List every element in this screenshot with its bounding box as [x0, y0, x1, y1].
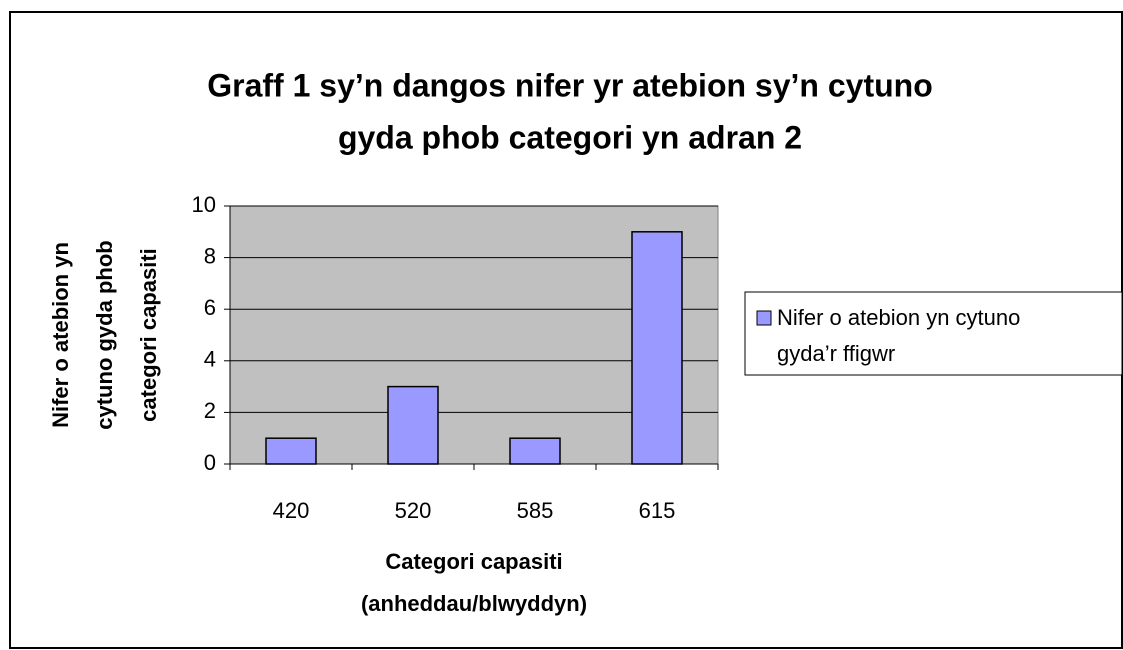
x-tick-label: 585	[517, 498, 554, 523]
legend-box	[744, 291, 1123, 376]
y-tick-label: 6	[204, 295, 216, 320]
x-tick-label: 615	[639, 498, 676, 523]
x-tick-label: 420	[273, 498, 310, 523]
x-axis-label: (anheddau/blwyddyn)	[361, 591, 587, 616]
legend-label: Nifer o atebion yn cytuno gyda’r ffigwr	[777, 305, 1021, 366]
y-axis-label: Nifer o atebion yn	[48, 242, 73, 428]
x-tick-label: 520	[395, 498, 432, 523]
x-axis-label: Categori capasiti	[385, 549, 562, 574]
y-axis-label: categori capasiti	[136, 248, 161, 422]
legend-entry: Nifer o atebion yn cytuno gyda’r ffigwr	[777, 305, 1021, 366]
legend-swatch	[756, 310, 772, 326]
bar	[631, 231, 683, 465]
chart-title: Graff 1 sy’n dangos nifer yr atebion sy’…	[207, 67, 932, 103]
y-tick-label: 2	[204, 398, 216, 423]
bar	[387, 385, 439, 465]
y-axis-label: cytuno gyda phob	[92, 240, 117, 429]
bar	[509, 437, 561, 465]
y-tick-label: 4	[204, 347, 216, 372]
bar	[265, 437, 317, 465]
y-tick-label: 0	[204, 450, 216, 475]
chart-title: gyda phob categori yn adran 2	[338, 119, 802, 155]
y-tick-label: 8	[204, 243, 216, 268]
y-tick-label: 10	[192, 192, 216, 217]
